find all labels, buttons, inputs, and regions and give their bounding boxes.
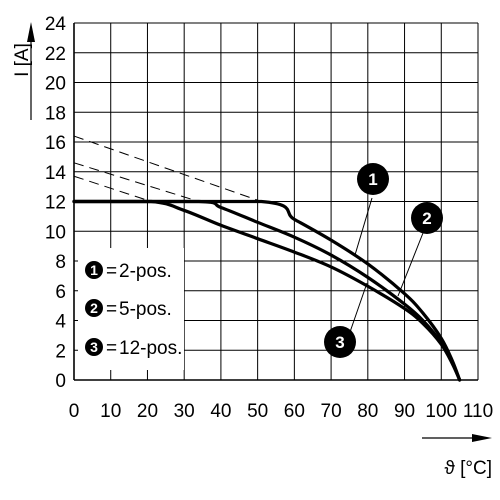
y-tick-label: 6 <box>55 282 66 303</box>
x-axis-arrowhead <box>472 434 492 442</box>
callout-1-leader <box>354 197 373 256</box>
x-tick-label: 40 <box>210 401 231 422</box>
legend-label-1: 2-pos. <box>119 261 172 282</box>
extrapolation-line-3 <box>73 175 152 202</box>
callout-3: 3 <box>324 282 368 358</box>
callout-2-leader <box>397 232 424 297</box>
extrapolation-line-2 <box>73 162 200 202</box>
y-tick-label: 4 <box>55 312 66 333</box>
extrapolation-line-1 <box>73 135 262 202</box>
legend-item-2: 2 = 5-pos. <box>85 299 172 320</box>
y-tick-label: 24 <box>45 14 67 35</box>
x-tick-label: 10 <box>100 401 121 422</box>
x-tick-label: 60 <box>284 401 305 422</box>
y-tick-label: 18 <box>45 103 66 124</box>
x-tick-label: 50 <box>247 401 268 422</box>
legend-label-2: 5-pos. <box>119 299 172 320</box>
y-tick-label: 12 <box>45 193 66 214</box>
series-group <box>72 135 462 382</box>
x-tick-label: 80 <box>357 401 378 422</box>
x-tick-label: 110 <box>463 401 493 422</box>
callout-1: 1 <box>354 163 389 256</box>
y-tick-label: 10 <box>45 222 66 243</box>
x-tick-label: 70 <box>321 401 342 422</box>
y-tick-label: 0 <box>55 371 66 392</box>
callout-3-badge <box>324 326 356 358</box>
legend-item-3: 3 = 12-pos. <box>85 338 182 359</box>
y-tick-label: 16 <box>45 133 66 154</box>
legend-separator-2: = <box>106 299 117 320</box>
y-axis-label: I [A] <box>12 43 33 77</box>
legend-separator-3: = <box>106 338 117 359</box>
x-axis-label: ϑ [°C] <box>444 458 492 479</box>
legend-badge-3-number: 3 <box>90 339 98 355</box>
y-tick-label: 14 <box>45 163 67 184</box>
x-tick-labels: 0 10 20 30 40 50 60 70 80 90 100 110 <box>69 401 493 422</box>
callout-2-badge <box>411 202 443 234</box>
x-tick-label: 30 <box>174 401 195 422</box>
x-tick-label: 90 <box>394 401 415 422</box>
x-tick-label: 0 <box>69 401 80 422</box>
callout-2-number: 2 <box>422 209 431 228</box>
legend-badge-3 <box>85 338 103 356</box>
y-tick-label: 8 <box>55 252 66 273</box>
legend: 1 = 2-pos. 2 = 5-pos. 3 = 12-pos. <box>78 248 184 370</box>
legend-badge-2-number: 2 <box>90 300 98 316</box>
callout-3-leader <box>349 282 368 333</box>
legend-item-1: 1 = 2-pos. <box>85 261 172 282</box>
y-tick-label: 20 <box>45 74 66 95</box>
legend-separator-1: = <box>106 261 117 282</box>
callout-3-number: 3 <box>335 333 344 352</box>
legend-badge-1-number: 1 <box>90 262 98 278</box>
y-tick-label: 22 <box>45 44 66 65</box>
x-tick-label: 20 <box>137 401 158 422</box>
series-line-3 <box>72 199 462 382</box>
callout-1-number: 1 <box>368 170 377 189</box>
y-axis-arrowhead <box>27 22 35 42</box>
callout-2: 2 <box>397 202 443 297</box>
legend-badge-1 <box>85 261 103 279</box>
x-tick-label: 100 <box>425 401 457 422</box>
y-tick-label: 2 <box>55 341 66 362</box>
legend-label-3: 12-pos. <box>119 338 182 359</box>
legend-badge-2 <box>85 299 103 317</box>
callout-1-badge <box>357 163 389 195</box>
